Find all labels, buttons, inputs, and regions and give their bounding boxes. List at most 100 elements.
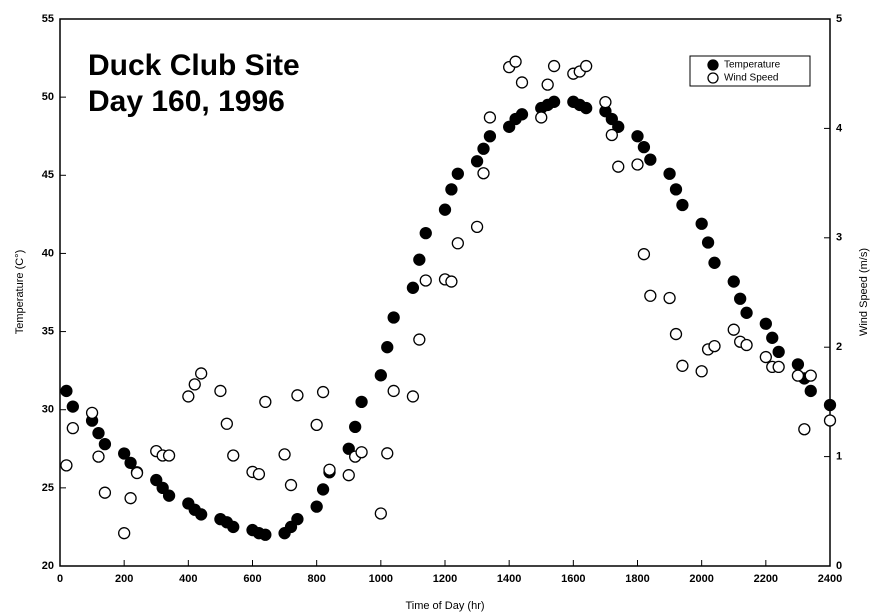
point xyxy=(342,469,355,482)
y2-tick-label: 1 xyxy=(836,451,842,463)
point xyxy=(259,528,272,541)
point xyxy=(772,345,785,359)
y-tick-label: 35 xyxy=(42,325,54,337)
point xyxy=(515,108,529,121)
point xyxy=(727,323,740,336)
point xyxy=(791,369,805,382)
point xyxy=(631,130,644,143)
x-tick-label: 1200 xyxy=(433,573,457,585)
point xyxy=(85,406,99,419)
x-tick-label: 400 xyxy=(179,573,197,585)
point xyxy=(60,384,73,398)
point xyxy=(605,128,618,142)
point xyxy=(612,160,625,173)
y-tick-label: 40 xyxy=(42,247,54,259)
point xyxy=(695,365,708,378)
point xyxy=(406,281,420,294)
point xyxy=(316,483,330,496)
point xyxy=(60,459,73,472)
point xyxy=(599,95,612,109)
y2-tick-label: 2 xyxy=(836,341,842,353)
legend-label: Temperature xyxy=(724,60,781,71)
x-tick-label: 2400 xyxy=(818,573,842,585)
point xyxy=(759,350,772,364)
point xyxy=(374,507,387,520)
y-axis-label: Temperature (C°) xyxy=(14,250,26,334)
point xyxy=(387,384,400,398)
point xyxy=(547,95,561,108)
x-tick-label: 600 xyxy=(243,573,261,585)
point xyxy=(118,447,131,460)
point xyxy=(284,478,298,492)
y-tick-label: 30 xyxy=(42,404,54,416)
point xyxy=(535,111,548,124)
point xyxy=(124,492,137,505)
point xyxy=(406,390,420,403)
point xyxy=(605,112,618,126)
legend-label: Wind Speed xyxy=(724,73,778,84)
point xyxy=(381,447,394,460)
point xyxy=(541,78,554,91)
y-tick-label: 50 xyxy=(42,91,54,103)
point xyxy=(503,120,516,133)
point xyxy=(182,390,195,403)
point xyxy=(515,76,529,89)
annotation: Duck Club Site xyxy=(88,49,300,82)
point xyxy=(284,520,298,534)
point xyxy=(419,226,432,240)
point xyxy=(259,395,272,409)
point xyxy=(227,449,240,462)
point xyxy=(381,341,394,354)
point xyxy=(355,446,368,459)
legend-marker xyxy=(707,59,719,71)
point xyxy=(663,291,676,305)
point xyxy=(477,142,490,155)
point xyxy=(470,220,484,234)
point xyxy=(438,203,452,216)
point xyxy=(470,155,484,168)
x-tick-label: 1800 xyxy=(625,573,649,585)
point xyxy=(708,256,721,269)
point xyxy=(727,275,740,288)
point xyxy=(759,317,772,330)
point xyxy=(823,398,837,412)
x-tick-label: 1600 xyxy=(561,573,585,585)
point xyxy=(92,450,105,463)
point xyxy=(477,167,490,180)
point xyxy=(676,198,689,212)
point xyxy=(445,183,458,196)
point xyxy=(342,442,355,455)
point xyxy=(195,508,208,521)
point xyxy=(188,378,201,391)
point xyxy=(483,111,497,124)
point xyxy=(349,420,362,434)
point xyxy=(220,417,233,430)
point xyxy=(413,253,426,266)
y-tick-label: 45 xyxy=(42,169,54,181)
point xyxy=(740,338,753,352)
point xyxy=(66,400,79,413)
point xyxy=(413,333,426,346)
x-tick-label: 1400 xyxy=(497,573,521,585)
y-tick-label: 55 xyxy=(42,13,54,25)
point xyxy=(740,306,753,319)
y-tick-label: 20 xyxy=(42,560,54,572)
legend-marker xyxy=(707,72,719,84)
point xyxy=(252,467,266,481)
point xyxy=(509,55,522,68)
point xyxy=(451,167,464,180)
point xyxy=(355,395,368,409)
point xyxy=(98,437,112,451)
point xyxy=(214,384,227,398)
x-tick-label: 200 xyxy=(115,573,133,585)
point xyxy=(387,311,400,324)
point xyxy=(644,153,657,166)
point xyxy=(92,427,105,440)
annotation: Day 160, 1996 xyxy=(88,85,285,118)
x-tick-label: 0 xyxy=(57,573,63,585)
x-axis-label: Time of Day (hr) xyxy=(405,600,484,612)
point xyxy=(98,486,112,499)
point xyxy=(316,385,330,399)
point xyxy=(310,500,323,513)
point xyxy=(419,274,432,287)
